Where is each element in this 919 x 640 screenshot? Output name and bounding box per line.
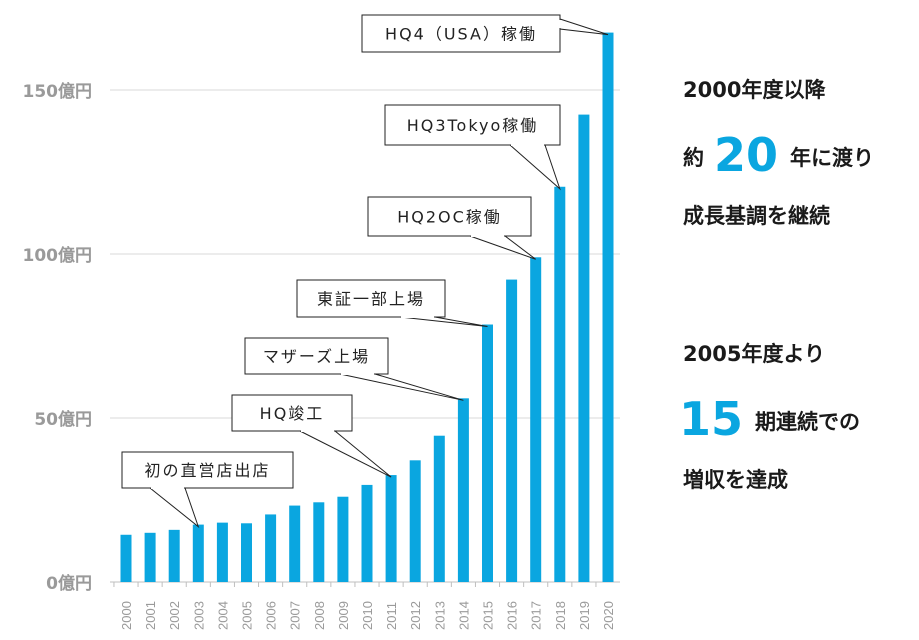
side-text-line2-pre: 約 xyxy=(683,146,704,170)
x-tick-label: 2019 xyxy=(577,601,592,630)
x-tick-label: 2007 xyxy=(288,601,303,630)
x-tick-label: 2016 xyxy=(505,601,520,630)
x-tick-label: 2011 xyxy=(384,602,399,630)
side-highlight-15: 15 xyxy=(679,392,744,446)
callout-pointer xyxy=(148,487,200,529)
x-tick-label: 2018 xyxy=(553,601,568,630)
x-tick-label: 2010 xyxy=(360,601,375,630)
bar-2011 xyxy=(385,475,397,582)
callout-box xyxy=(231,394,353,432)
x-tick-label: 2001 xyxy=(143,601,158,630)
x-tick-label: 2020 xyxy=(601,601,616,630)
x-tick-label: 2012 xyxy=(408,601,423,630)
revenue-bar-chart: 0億円 50億円 100億円 150億円 2000 2001 2002 2003 2004 200… xyxy=(23,14,620,630)
bar-2004 xyxy=(216,522,228,582)
callout-label-2017: HQ2OC稼働 xyxy=(397,208,502,227)
callout-box xyxy=(244,337,389,375)
bar-2008 xyxy=(313,502,325,582)
callout-label-2015: 東証一部上場 xyxy=(317,290,425,309)
callout-box xyxy=(384,104,561,146)
x-tick-label: 2008 xyxy=(312,601,327,630)
x-tick-label: 2017 xyxy=(529,601,544,630)
callout-box xyxy=(121,451,294,489)
callout-pointer xyxy=(559,18,609,36)
y-tick-label: 0億円 xyxy=(46,573,92,594)
x-tick-label: 2006 xyxy=(264,601,279,630)
x-tick-label: 2002 xyxy=(167,601,182,630)
bar-2016 xyxy=(506,279,518,582)
x-tick-label: 2014 xyxy=(456,601,471,630)
x-tick-label: 2013 xyxy=(432,601,447,630)
bar-2013 xyxy=(433,435,445,582)
callout-box xyxy=(296,279,446,318)
side-text-line2-post: 年に渡り xyxy=(790,146,875,170)
side-text-line1: 2000年度以降 xyxy=(683,78,826,102)
x-tick-label: 2000 xyxy=(119,601,134,630)
y-tick-label: 100億円 xyxy=(23,245,93,266)
callout-pointer xyxy=(399,316,488,328)
bar-2018 xyxy=(554,186,566,582)
bar-2003 xyxy=(192,524,204,582)
bar-2009 xyxy=(337,496,349,582)
side-text-line3: 成長基調を継続 xyxy=(683,204,830,228)
bar-2007 xyxy=(289,505,301,582)
callout-label-2020: HQ4（USA）稼働 xyxy=(385,25,537,44)
callout-box xyxy=(367,196,532,237)
x-tick-label: 2004 xyxy=(215,601,230,630)
callout-pointer xyxy=(469,235,537,260)
x-tick-label: 2005 xyxy=(240,601,255,630)
callout-label-2018: HQ3Tokyo稼働 xyxy=(407,116,539,135)
side-text-line5: 15 期連続での xyxy=(679,392,860,446)
side-text-line5-post: 期連続での xyxy=(755,410,861,434)
bar-2010 xyxy=(361,484,373,582)
callout-pointer xyxy=(299,430,392,478)
callout-label-2003: 初の直営店出店 xyxy=(144,461,270,480)
side-text-line2: 約 20 年に渡り xyxy=(683,128,874,182)
y-tick-label: 50億円 xyxy=(34,409,92,430)
side-text-line6: 増収を達成 xyxy=(683,468,788,492)
callout-label-2011: HQ竣工 xyxy=(260,404,325,423)
bar-2015 xyxy=(482,324,493,582)
bar-2005 xyxy=(241,523,252,582)
callout-box xyxy=(361,14,561,53)
bar-2017 xyxy=(530,257,542,582)
bar-2000 xyxy=(120,534,132,582)
bar-2006 xyxy=(265,514,277,582)
bar-2019 xyxy=(578,114,590,582)
bar-2012 xyxy=(409,460,421,582)
bar-2001 xyxy=(144,532,156,582)
x-tick-label: 2015 xyxy=(481,601,496,630)
callout-pointer xyxy=(508,144,561,191)
side-text-line4: 2005年度より xyxy=(683,342,826,366)
callout-pointer xyxy=(339,373,464,401)
bar-2002 xyxy=(168,529,180,582)
x-tick-label: 2009 xyxy=(336,601,351,630)
bar-2014 xyxy=(457,398,469,582)
y-tick-label: 150億円 xyxy=(23,81,93,102)
side-highlight-20: 20 xyxy=(714,128,779,182)
x-tick-label: 2003 xyxy=(191,601,206,630)
callout-label-2014: マザーズ上場 xyxy=(263,347,370,366)
bar-2020 xyxy=(602,32,614,583)
